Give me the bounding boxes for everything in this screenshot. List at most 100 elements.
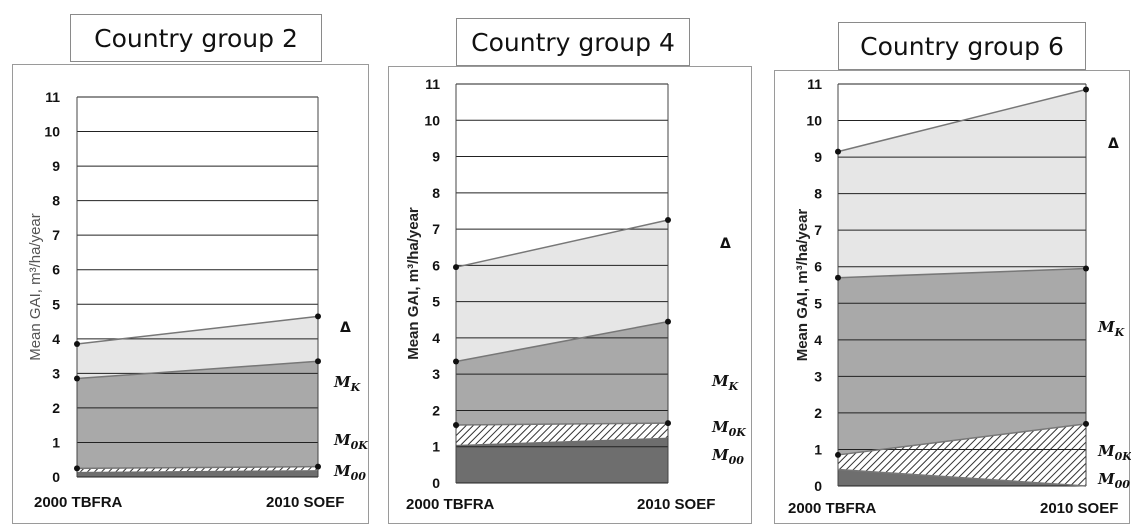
y-axis-label: Mean GAI, m³/ha/year — [794, 209, 811, 362]
series-label-MK: MK — [333, 373, 361, 394]
y-tick-label: 0 — [52, 469, 60, 485]
data-point — [74, 341, 80, 347]
area-band-MK — [77, 361, 318, 469]
y-tick-label: 3 — [814, 368, 822, 384]
y-tick-label: 5 — [52, 296, 60, 312]
series-line-M0K — [837, 423, 1087, 456]
series-line- — [76, 315, 319, 345]
y-tick-label: 11 — [45, 89, 60, 105]
y-tick-label: 1 — [52, 434, 60, 450]
y-axis-label: Mean GAI, m³/ha/year — [27, 213, 44, 361]
y-tick-label: 2 — [52, 400, 60, 416]
data-point — [835, 451, 841, 458]
series-label-MK: MK — [711, 372, 739, 393]
y-tick-label: 4 — [814, 332, 822, 348]
y-tick-label: 11 — [807, 76, 822, 92]
y-tick-label: 1 — [814, 441, 822, 457]
y-tick-label: 4 — [52, 331, 60, 347]
y-tick-label: 2 — [814, 405, 822, 421]
data-point — [315, 358, 321, 365]
y-tick-label: 7 — [432, 221, 440, 237]
y-tick-label: 10 — [424, 112, 440, 128]
y-tick-label: 7 — [814, 222, 822, 238]
area-band-M00 — [77, 470, 318, 477]
y-tick-label: 10 — [44, 124, 60, 140]
series-line-MK — [455, 320, 669, 363]
y-tick-label: 11 — [425, 76, 440, 92]
series-line-MK — [76, 360, 319, 380]
y-tick-label: 3 — [432, 366, 440, 382]
y-tick-label: 9 — [814, 149, 822, 165]
data-point — [665, 420, 671, 427]
x-category-label: 2000 TBFRA — [34, 494, 123, 511]
series-line- — [455, 219, 669, 268]
data-point — [1083, 86, 1089, 93]
area-band-M0K — [838, 423, 1086, 486]
y-tick-label: 4 — [432, 330, 440, 346]
area-band-M0K — [456, 423, 668, 445]
series-label-delta: Δ — [720, 236, 731, 252]
area-band- — [456, 220, 668, 362]
series-line-M0K — [76, 465, 319, 470]
data-point — [315, 313, 321, 320]
area-band-MK — [456, 321, 668, 425]
data-point — [453, 264, 459, 271]
data-point — [665, 318, 671, 325]
y-tick-label: 9 — [432, 149, 440, 165]
y-tick-label: 5 — [814, 295, 822, 311]
data-point — [665, 217, 671, 224]
data-point — [74, 465, 80, 472]
y-tick-label: 7 — [52, 227, 60, 243]
area-band- — [77, 316, 318, 379]
y-tick-label: 6 — [432, 257, 440, 273]
y-tick-label: 3 — [52, 365, 60, 381]
series-label-delta: Δ — [340, 320, 351, 336]
y-tick-label: 8 — [432, 185, 440, 201]
data-point — [453, 421, 459, 428]
series-line-MK — [837, 267, 1087, 279]
series-label-M00: M00 — [333, 462, 366, 483]
y-tick-label: 9 — [52, 158, 60, 174]
x-category-label: 2000 TBFRA — [406, 496, 495, 513]
y-tick-label: 6 — [814, 259, 822, 275]
series-label-M0K: M0K — [333, 431, 368, 452]
series-label-M0K: M0K — [711, 418, 746, 439]
area-band-M00 — [456, 437, 668, 483]
y-tick-label: 10 — [806, 113, 822, 129]
series-label-delta: Δ — [1108, 136, 1119, 152]
y-tick-label: 5 — [432, 294, 440, 310]
series-line-M00 — [837, 468, 1087, 487]
y-tick-label: 0 — [814, 478, 822, 494]
data-point — [315, 463, 321, 470]
data-point — [835, 148, 841, 155]
chart-title-1: Country group 2 — [70, 14, 322, 62]
series-line-M0K — [455, 422, 669, 426]
y-tick-label: 8 — [814, 186, 822, 202]
series-label-M0K: M0K — [1097, 442, 1131, 463]
y-tick-label: 6 — [52, 262, 60, 278]
y-tick-label: 8 — [52, 193, 60, 209]
y-tick-label: 1 — [432, 439, 440, 455]
x-category-label: 2000 TBFRA — [788, 500, 877, 517]
series-line- — [837, 88, 1087, 153]
x-category-label: 2010 SOEF — [266, 494, 344, 511]
chart-title-2: Country group 4 — [456, 18, 690, 66]
series-label-M00: M00 — [711, 446, 744, 467]
y-tick-label: 0 — [432, 475, 440, 491]
series-label-M00: M00 — [1097, 470, 1130, 491]
data-point — [1083, 265, 1089, 272]
chart-title-3: Country group 6 — [838, 22, 1086, 70]
series-label-MK: MK — [1097, 318, 1125, 339]
y-axis-label: Mean GAI, m³/ha/year — [405, 207, 422, 360]
x-category-label: 2010 SOEF — [1040, 500, 1118, 517]
data-point — [1083, 420, 1089, 427]
data-point — [835, 274, 841, 281]
area-band-MK — [838, 268, 1086, 455]
y-tick-label: 2 — [432, 402, 440, 418]
data-point — [453, 358, 459, 365]
x-category-label: 2010 SOEF — [637, 496, 715, 513]
data-point — [74, 375, 80, 382]
